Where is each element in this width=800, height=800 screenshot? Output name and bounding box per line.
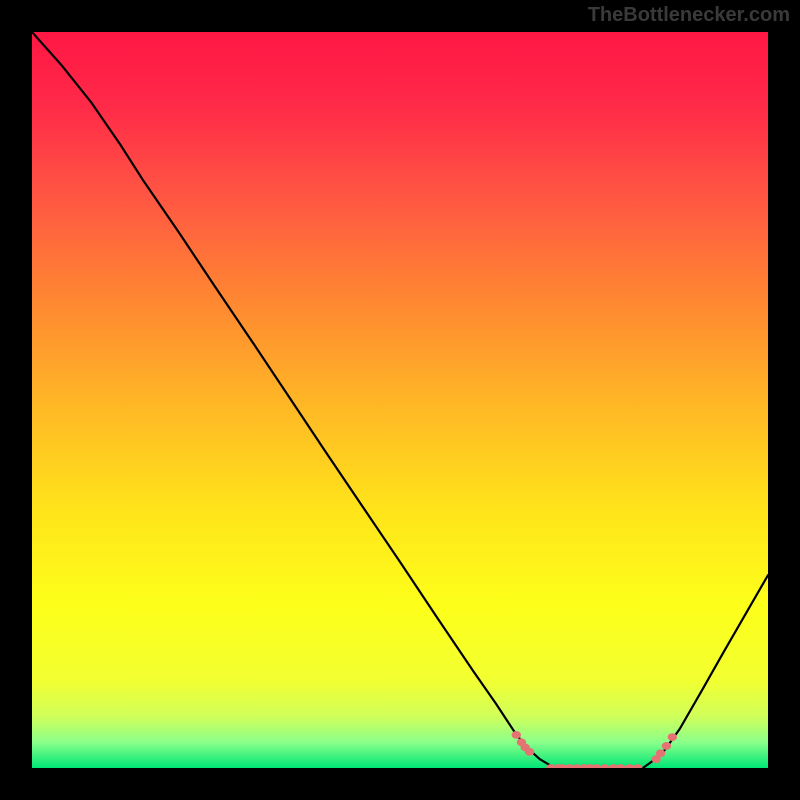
marker-dot <box>617 765 625 768</box>
marker-dot <box>662 743 670 750</box>
marker-dot <box>668 734 676 741</box>
marker-dot <box>600 765 608 768</box>
marker-dot <box>634 765 642 768</box>
marker-dot <box>525 748 533 755</box>
marker-dot <box>512 731 520 738</box>
marker-dot <box>656 750 664 757</box>
marker-dot <box>592 765 600 768</box>
marker-dot <box>625 765 633 768</box>
bottleneck-chart <box>32 32 768 768</box>
chart-background <box>32 32 768 768</box>
chart-svg <box>32 32 768 768</box>
watermark-text: TheBottlenecker.com <box>588 4 790 27</box>
